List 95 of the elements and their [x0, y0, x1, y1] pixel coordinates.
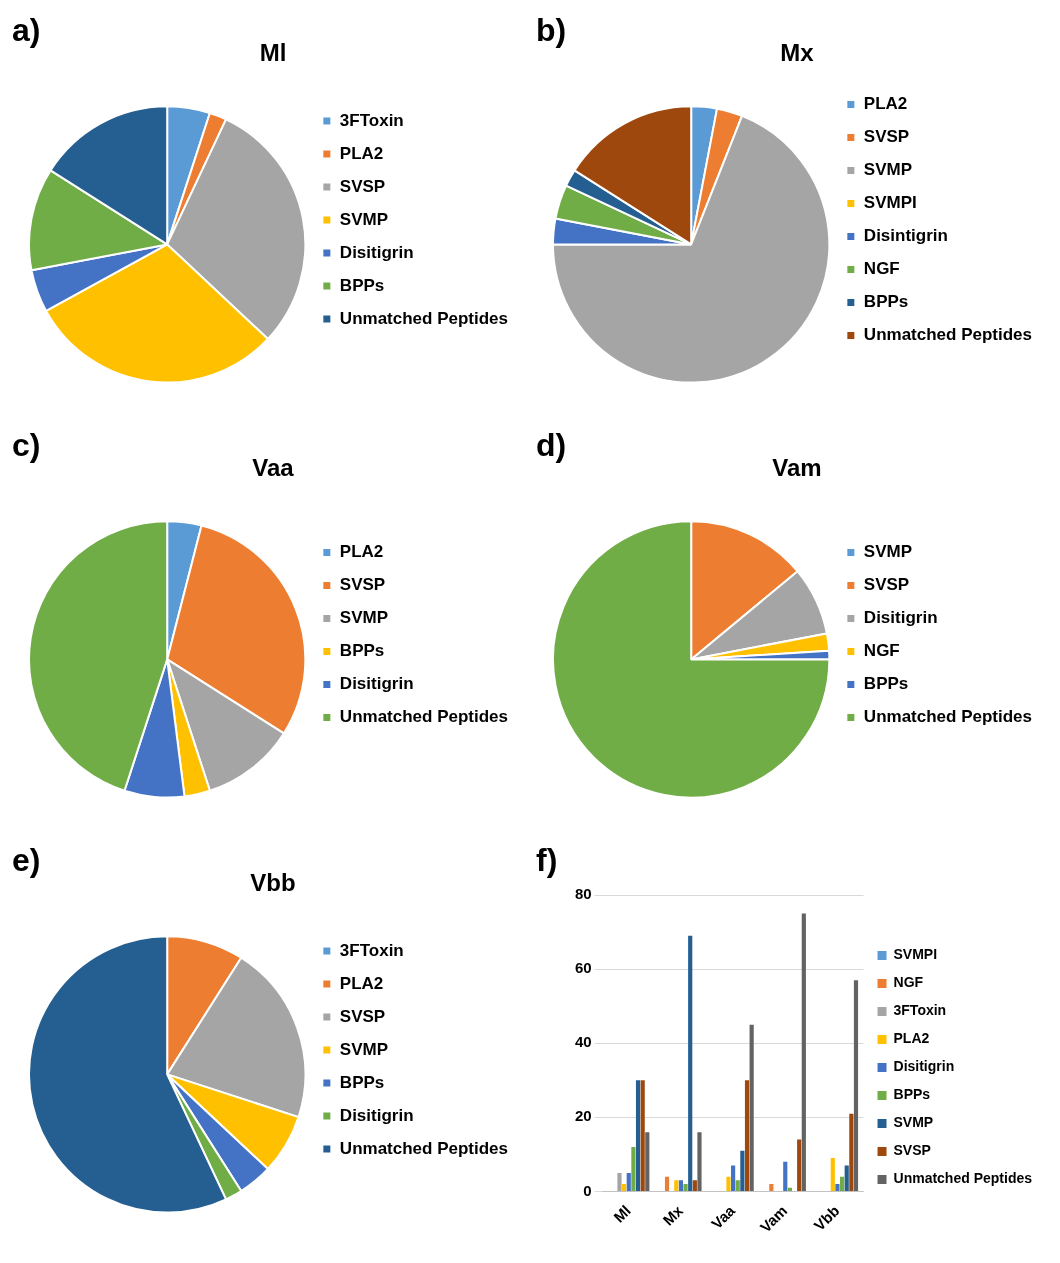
legend-label: Disitigrin [339, 1105, 414, 1125]
bar [726, 1176, 731, 1191]
bar [674, 1180, 679, 1191]
legend-label: Unmatched Peptides [863, 325, 1033, 345]
y-tick-label: 20 [575, 1107, 592, 1125]
legend-label: Unmatched Peptides [893, 1170, 1033, 1187]
legend-label: PLA2 [339, 542, 384, 562]
x-tick-label: Mx [659, 1201, 687, 1229]
legend-label: PLA2 [339, 143, 384, 163]
x-tick-label: Vam [756, 1201, 791, 1236]
legend-label: NGF [863, 259, 900, 279]
legend-label: Unmatched Peptides [339, 308, 509, 328]
bar [735, 1180, 740, 1191]
legend-label: BPPs [339, 1072, 385, 1092]
bar [626, 1172, 631, 1191]
text: f) [536, 842, 558, 879]
legend-label: SVMP [863, 542, 913, 562]
legend-label: PLA2 [339, 973, 384, 993]
chart-title: Mx [780, 39, 815, 67]
text: d) [536, 427, 567, 464]
legend-label: Disitigrin [339, 674, 414, 694]
bar [683, 1184, 688, 1191]
text: e) [12, 842, 41, 879]
bar [783, 1161, 788, 1191]
legend-label: NGF [863, 641, 900, 661]
legend-label: SVMP [339, 608, 389, 628]
legend-label: SVSP [339, 575, 386, 595]
legend-label: 3FToxin [339, 110, 404, 130]
x-tick-label: Ml [610, 1201, 634, 1226]
y-tick-label: 0 [583, 1181, 592, 1199]
chart-title: Vaa [252, 454, 295, 482]
text: a) [12, 12, 41, 49]
legend-label: Disitigrin [339, 242, 414, 262]
legend-label: SVMP [339, 1039, 389, 1059]
bar [640, 1080, 645, 1191]
bar [839, 1176, 845, 1191]
legend-label: 3FToxin [893, 1002, 947, 1019]
text: b) [536, 12, 567, 49]
text: c) [12, 427, 41, 464]
legend-label: SVMP [893, 1114, 934, 1131]
bar [787, 1187, 792, 1191]
legend-label: BPPs [339, 275, 385, 295]
y-tick-label: 40 [575, 1033, 592, 1051]
legend-label: PLA2 [863, 94, 908, 114]
bar [692, 1180, 697, 1191]
bar [697, 1132, 702, 1191]
x-tick-label: Vbb [810, 1201, 843, 1234]
bar [688, 935, 693, 1191]
bar [631, 1146, 636, 1191]
legend-label: SVSP [863, 575, 910, 595]
legend-label: SVMPI [893, 946, 938, 963]
legend-label: BPPs [339, 641, 385, 661]
legend-label: SVMPI [863, 193, 917, 213]
bar [635, 1080, 641, 1191]
bar [749, 1024, 754, 1191]
bar [853, 980, 859, 1191]
chart-title: Vbb [250, 869, 296, 897]
bar [801, 913, 806, 1191]
bar [744, 1080, 750, 1191]
bar [769, 1184, 774, 1191]
bar [849, 1113, 854, 1191]
legend-label: Unmatched Peptides [339, 1138, 509, 1158]
legend-label: BPPs [863, 292, 909, 312]
legend-label: Unmatched Peptides [339, 707, 509, 727]
bar [731, 1165, 736, 1191]
bar [740, 1150, 745, 1191]
bar [830, 1158, 835, 1191]
legend-label: Disitigrin [863, 608, 938, 628]
bar [645, 1132, 650, 1191]
bar [835, 1184, 840, 1191]
bar [664, 1176, 670, 1191]
legend-label: SVSP [339, 1006, 386, 1026]
y-tick-label: 60 [575, 959, 592, 977]
legend-label: NGF [893, 974, 924, 991]
legend-label: SVMP [863, 160, 913, 180]
legend-label: Unmatched Peptides [863, 707, 1033, 727]
bar [678, 1180, 684, 1191]
y-tick-label: 80 [575, 885, 592, 903]
bar [617, 1172, 622, 1191]
legend-label: SVMP [339, 209, 389, 229]
legend-label: Disitigrin [893, 1058, 955, 1075]
legend-label: Disintigrin [863, 226, 948, 246]
legend-label: 3FToxin [339, 940, 404, 960]
legend-label: PLA2 [893, 1030, 930, 1047]
bar [797, 1139, 802, 1191]
chart-title: Vam [772, 454, 822, 482]
chart-title: Ml [259, 39, 287, 67]
bar [844, 1165, 849, 1191]
x-tick-label: Vaa [707, 1201, 739, 1233]
legend-label: BPPs [893, 1086, 931, 1103]
legend-label: SVSP [339, 176, 386, 196]
legend-label: SVSP [893, 1142, 931, 1159]
legend-label: BPPs [863, 674, 909, 694]
bar [622, 1184, 627, 1191]
legend-label: SVSP [863, 127, 910, 147]
